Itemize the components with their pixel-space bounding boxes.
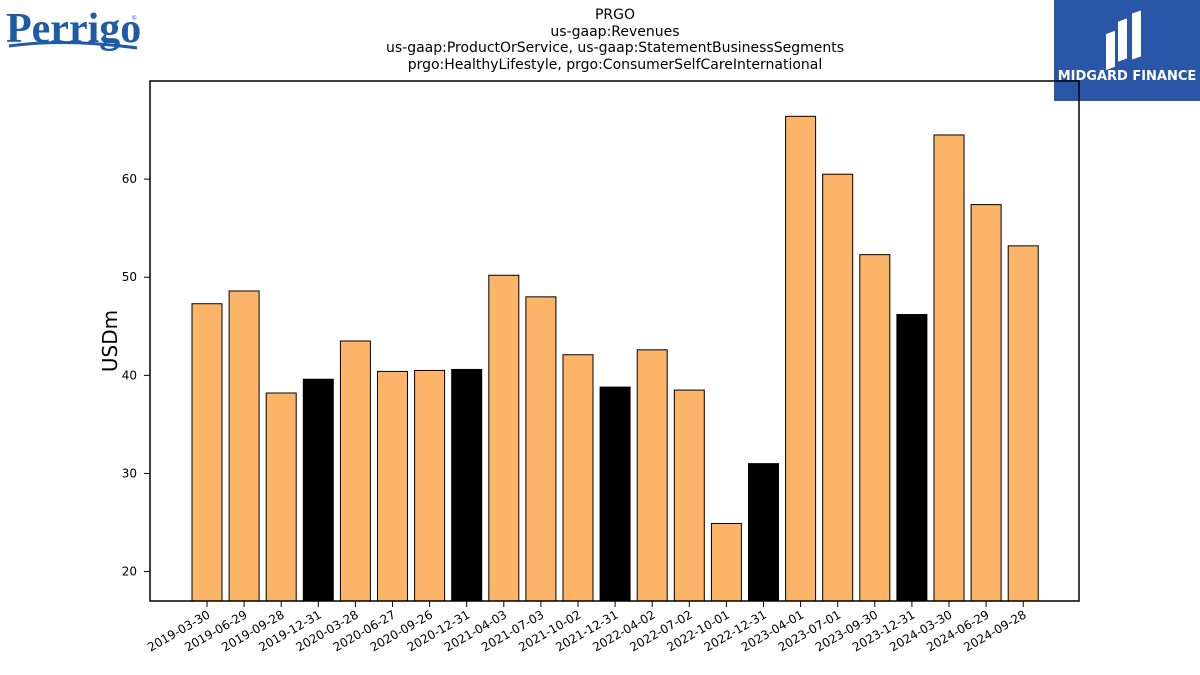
- bar-2023-12-31: [896, 314, 928, 602]
- chart-title: PRGO us-gaap:Revenues us-gaap:ProductOrS…: [150, 7, 1080, 73]
- bar-2022-07-02: [673, 389, 705, 602]
- y-axis-ticks: 20 30 40 50 60: [122, 172, 150, 579]
- bar-2020-03-28: [339, 340, 371, 602]
- bar-2019-09-28: [265, 392, 297, 602]
- y-tick-label: 30: [122, 466, 137, 480]
- svg-text:®: ®: [132, 15, 137, 22]
- bar-2021-10-02: [562, 354, 594, 602]
- bar-2022-04-02: [636, 349, 668, 602]
- bar-2023-07-01: [822, 173, 854, 602]
- y-tick-label: 60: [122, 172, 137, 186]
- x-axis-ticks: 2019-03-302019-06-292019-09-282019-12-31…: [145, 601, 1029, 654]
- bar-group: [191, 115, 1039, 602]
- bar-2021-07-03: [525, 296, 557, 602]
- chart-title-line-3: us-gaap:ProductOrService, us-gaap:Statem…: [385, 40, 844, 56]
- bar-2024-09-28: [1007, 245, 1039, 602]
- y-tick-label: 50: [122, 270, 137, 284]
- bar-2020-06-27: [377, 370, 408, 602]
- bar-2022-12-31: [748, 463, 779, 602]
- bar-2020-09-26: [414, 369, 446, 602]
- bar-2021-04-03: [488, 274, 520, 602]
- bar-2021-12-31: [599, 386, 631, 602]
- y-tick-label: 40: [122, 368, 137, 382]
- bar-2022-10-01: [710, 522, 742, 602]
- midgard-finance-logo-text: MIDGARD FINANCE: [1058, 69, 1197, 84]
- bar-2019-12-31: [302, 378, 334, 602]
- y-axis-label: USDm: [98, 310, 122, 372]
- bar-2023-09-30: [859, 254, 891, 602]
- bar-2024-03-30: [933, 134, 965, 602]
- perrigo-logo: Perrigo ®: [5, 2, 141, 58]
- bar-2020-12-31: [451, 368, 483, 602]
- plot-frame: [149, 80, 1080, 602]
- bar-2019-03-30: [191, 303, 223, 602]
- chart-title-line-4: prgo:HealthyLifestyle, prgo:ConsumerSelf…: [407, 56, 823, 73]
- chart-title-line-2: us-gaap:Revenues: [550, 23, 680, 40]
- bar-2023-04-01: [785, 115, 817, 602]
- chart-title-line-1: PRGO: [594, 7, 636, 23]
- y-tick-label: 20: [122, 565, 137, 579]
- bar-2024-06-29: [970, 204, 1002, 602]
- bar-2019-06-29: [228, 290, 260, 602]
